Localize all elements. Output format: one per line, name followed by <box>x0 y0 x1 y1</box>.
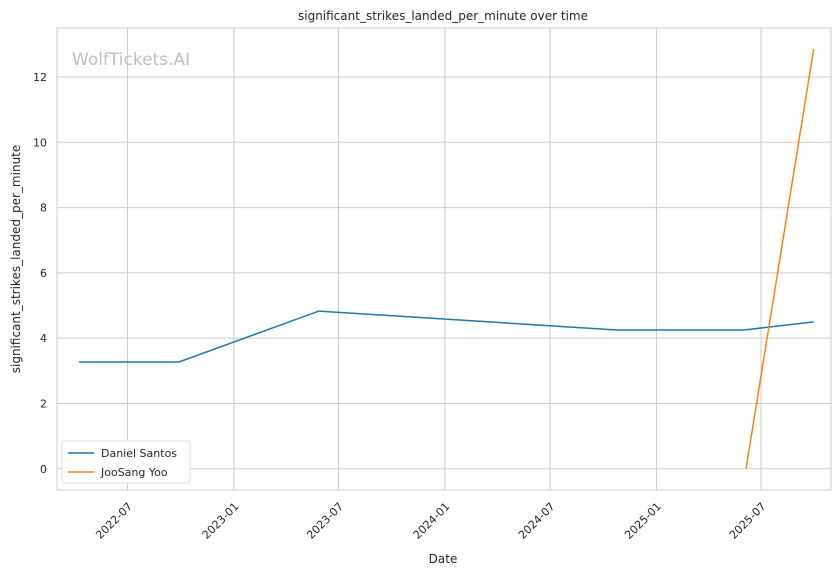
y-tick-label: 2 <box>40 397 47 410</box>
x-tick-label: 2024-07 <box>516 500 558 542</box>
legend: Daniel Santos JooSang Yoo <box>61 440 191 484</box>
x-tick-label: 2023-01 <box>200 500 242 542</box>
x-tick-label: 2022-07 <box>93 500 135 542</box>
x-tick-label: 2024-01 <box>411 500 453 542</box>
y-tick-label: 0 <box>40 463 47 476</box>
plot-frame <box>56 27 832 491</box>
x-tick-label: 2023-07 <box>304 500 346 542</box>
series-line-joosang-yoo <box>745 49 815 469</box>
y-tick-label: 10 <box>33 136 47 149</box>
legend-label: Daniel Santos <box>101 447 177 460</box>
watermark: WolfTickets.AI <box>72 50 190 70</box>
x-tick-label: 2025-01 <box>622 500 664 542</box>
y-tick-label: 12 <box>33 71 47 84</box>
y-tick-label: 6 <box>40 267 47 280</box>
legend-label: JooSang Yoo <box>100 466 168 479</box>
series-line-daniel-santos <box>78 310 814 363</box>
y-tick-label: 4 <box>40 332 47 345</box>
chart-title: significant_strikes_landed_per_minute ov… <box>298 9 588 23</box>
x-axis-label: Date <box>429 552 458 566</box>
y-tick-label: 8 <box>40 202 47 215</box>
grid <box>57 28 831 490</box>
series-lines <box>78 49 815 469</box>
y-axis-label: significant_strikes_landed_per_minute <box>9 145 23 374</box>
x-tick-label: 2025-07 <box>727 500 769 542</box>
